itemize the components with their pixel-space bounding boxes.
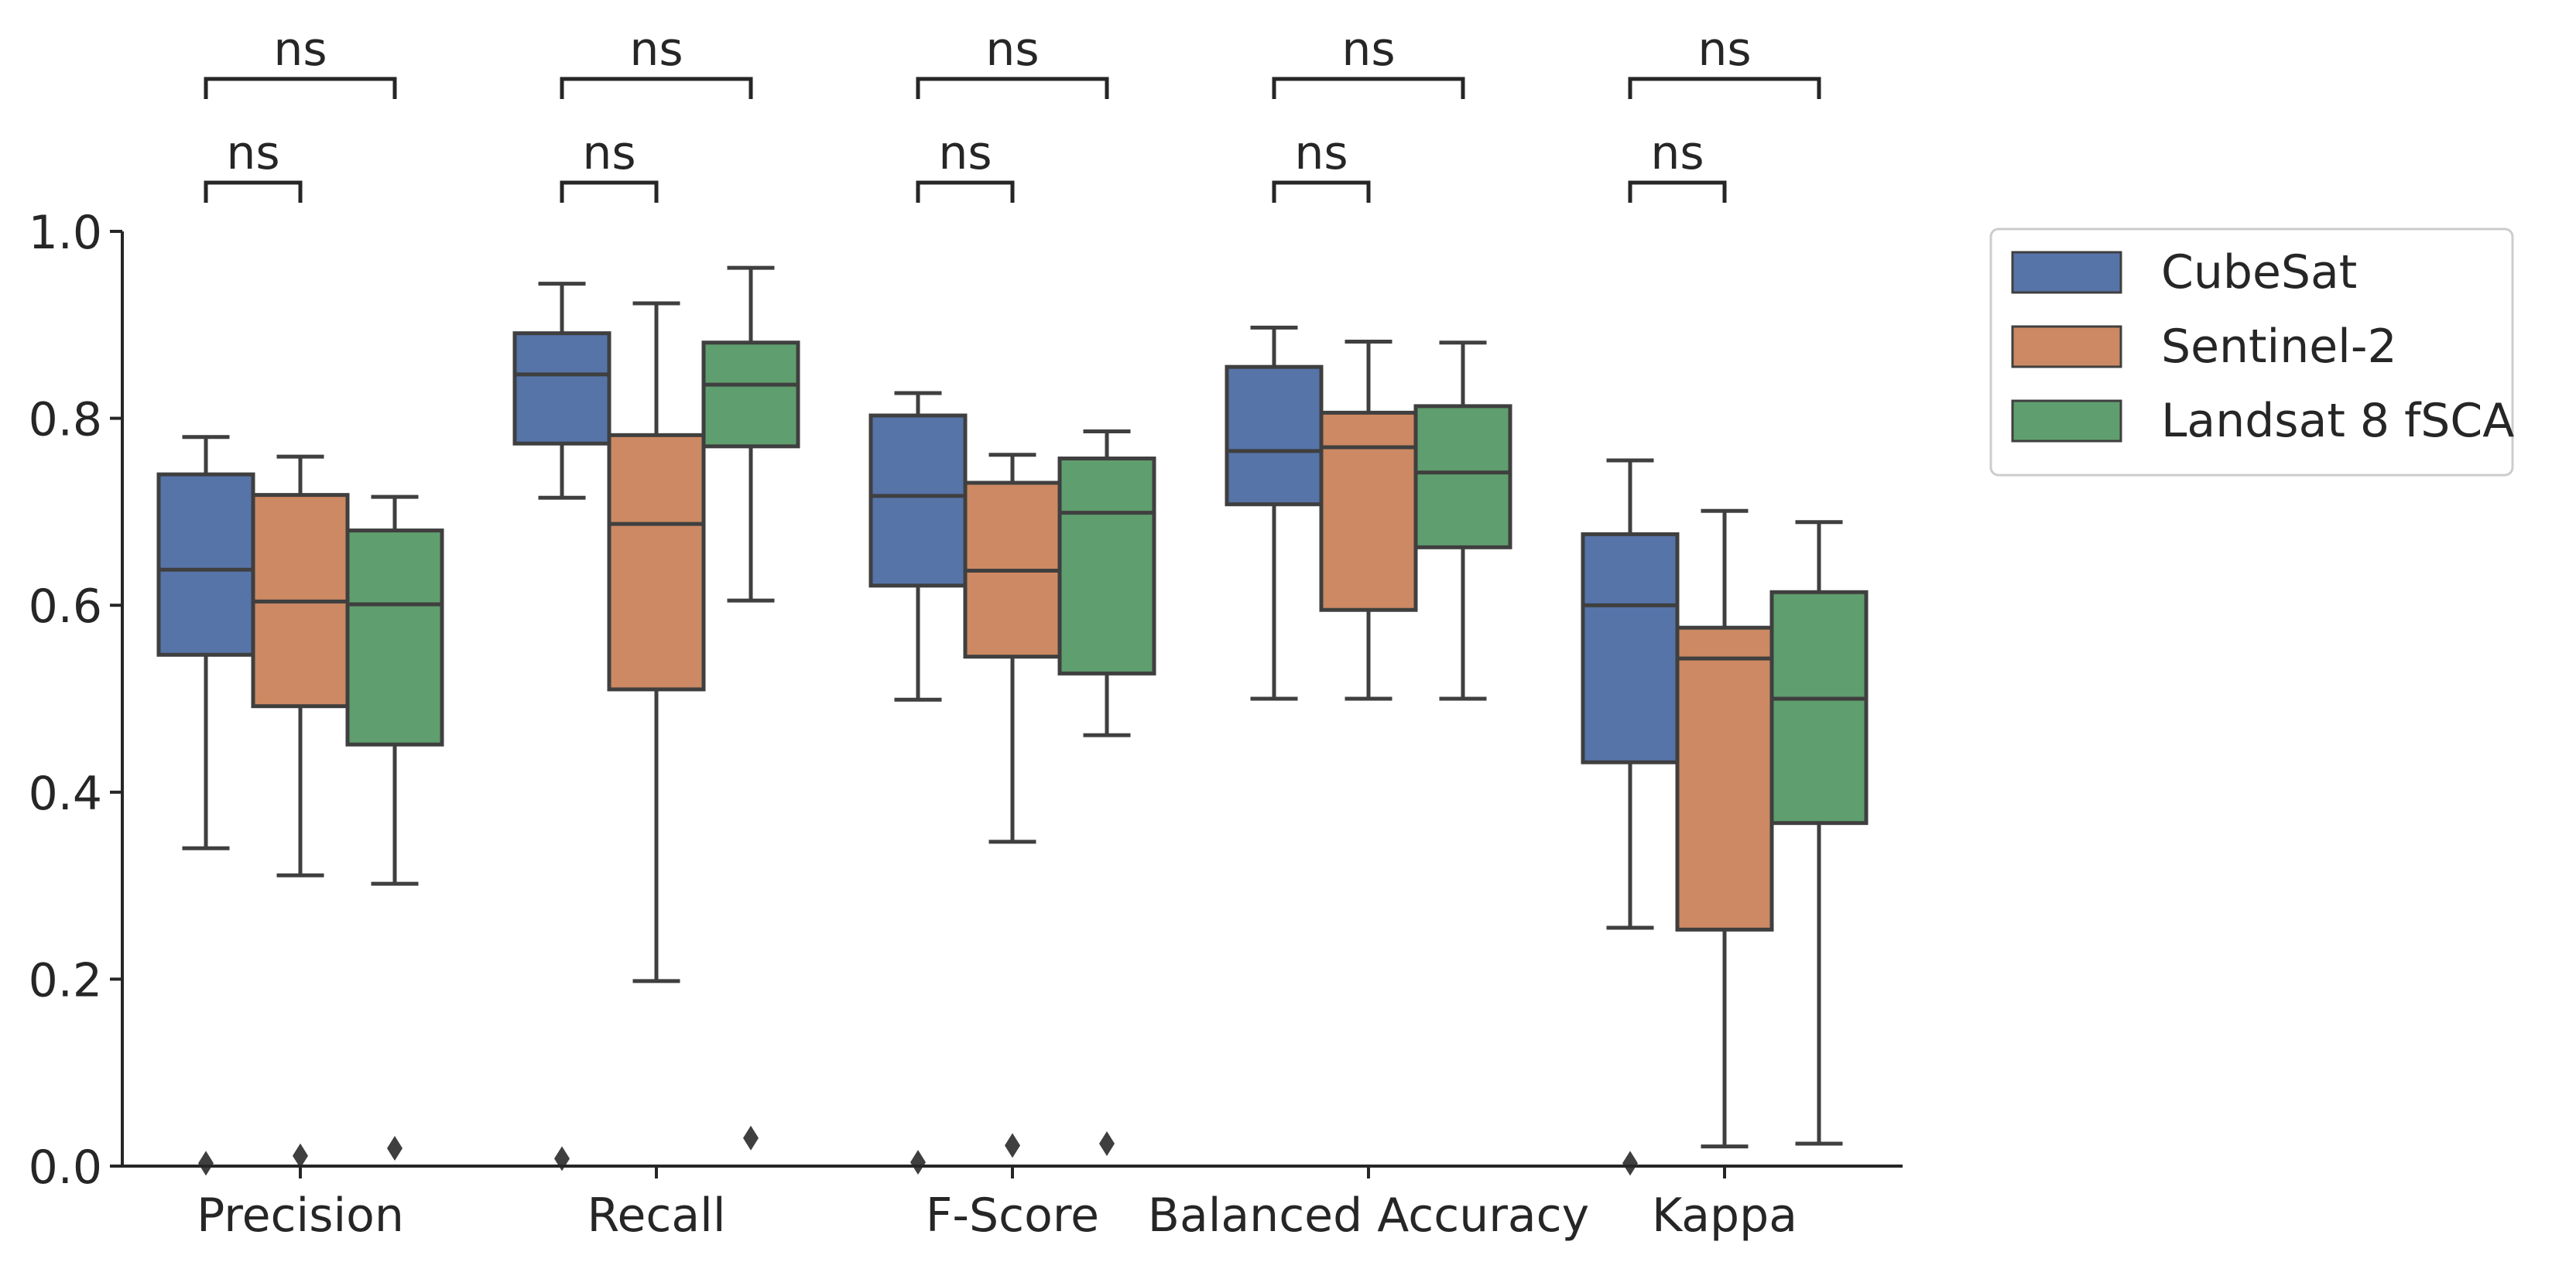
bracket-line [916, 180, 1015, 203]
iqr-box [345, 528, 444, 747]
significance-label: ns [226, 126, 279, 180]
bracket-line [916, 77, 1109, 99]
significance-label: ns [273, 22, 327, 77]
outlier-point [743, 1125, 759, 1151]
outlier-point [198, 1151, 214, 1176]
iqr-box [156, 472, 255, 657]
legend-swatch-landsat-8-fsca [2011, 399, 2122, 443]
significance-bracket-f-score-1: ns [916, 126, 1015, 203]
box-sentinel-2-precision [251, 454, 350, 1168]
significance-annotations: ns ns ns ns ns ns ns ns ns ns [204, 22, 1821, 203]
iqr-box [512, 331, 611, 446]
bracket-line [1272, 77, 1465, 99]
box-sentinel-2-balanced-accuracy [1319, 340, 1418, 701]
legend-swatch-sentinel-2 [2011, 325, 2122, 368]
outlier-point [910, 1150, 926, 1175]
outlier-point [1622, 1151, 1638, 1176]
box-landsat-8-fsca-balanced-accuracy [1413, 340, 1512, 701]
significance-label: ns [582, 126, 635, 180]
bracket-line [204, 180, 303, 203]
box-cubesat-precision [156, 435, 255, 1176]
box-landsat-8-fsca-precision [345, 494, 444, 1161]
significance-bracket-kappa-2: ns [1628, 22, 1821, 99]
x-tick-label-kappa: Kappa [1652, 1189, 1797, 1243]
significance-label: ns [985, 22, 1039, 77]
significance-label: ns [938, 126, 992, 180]
significance-bracket-recall-2: ns [560, 22, 753, 99]
legend-label-sentinel-2: Sentinel-2 [2161, 320, 2397, 374]
box-sentinel-2-kappa [1675, 508, 1774, 1149]
y-tick-label: 0.8 [29, 393, 102, 447]
iqr-box [1225, 364, 1324, 507]
legend-swatch-cubesat [2011, 251, 2122, 294]
bracket-line [1628, 77, 1821, 99]
x-tick-label-balanced-accuracy: Balanced Accuracy [1148, 1189, 1589, 1243]
outlier-point [1099, 1131, 1115, 1157]
box-sentinel-2-f-score [963, 453, 1062, 1158]
iqr-box [1581, 532, 1680, 764]
significance-label: ns [629, 22, 683, 77]
significance-bracket-precision-2: ns [204, 22, 397, 99]
legend-label-cubesat: CubeSat [2161, 245, 2357, 299]
y-tick-label: 0.0 [29, 1141, 102, 1195]
plot-area [156, 265, 1869, 1176]
significance-bracket-precision-1: ns [204, 126, 303, 203]
x-axis: Precision Recall F-Score Balanced Accuracy K… [122, 1165, 1903, 1243]
iqr-box [1057, 457, 1156, 676]
significance-bracket-kappa-1: ns [1628, 126, 1727, 203]
box-cubesat-kappa [1581, 458, 1680, 1176]
bracket-line [1272, 180, 1371, 203]
significance-bracket-f-score-2: ns [916, 22, 1109, 99]
significance-label: ns [1697, 22, 1751, 77]
outlier-point [293, 1143, 308, 1168]
box-landsat-8-fsca-f-score [1057, 429, 1156, 1157]
x-tick-label-f-score: F-Score [926, 1189, 1099, 1243]
bracket-line [1628, 180, 1727, 203]
box-cubesat-f-score [868, 391, 968, 1175]
significance-bracket-recall-1: ns [560, 126, 659, 203]
iqr-box [607, 433, 706, 692]
iqr-box [1769, 590, 1869, 826]
x-tick-label-precision: Precision [197, 1189, 404, 1243]
y-axis: 0.0 0.2 0.4 0.6 0.8 1.0 [29, 206, 124, 1195]
iqr-box [868, 413, 968, 588]
significance-bracket-balanced-accuracy-1: ns [1272, 126, 1371, 203]
box-landsat-8-fsca-kappa [1769, 520, 1869, 1146]
significance-label: ns [1294, 126, 1348, 180]
outlier-point [387, 1136, 402, 1161]
iqr-box [1413, 404, 1512, 549]
y-tick-label: 1.0 [29, 206, 102, 260]
box-cubesat-recall [512, 282, 611, 1172]
significance-bracket-balanced-accuracy-2: ns [1272, 22, 1465, 99]
x-tick-label-recall: Recall [587, 1189, 725, 1243]
box-cubesat-balanced-accuracy [1225, 325, 1324, 701]
iqr-box [1675, 625, 1774, 932]
bracket-line [204, 77, 397, 99]
legend: CubeSat Sentinel-2 Landsat 8 fSCA [1989, 227, 2514, 477]
iqr-box [701, 340, 800, 449]
legend-label-landsat-8-fsca: Landsat 8 fSCA [2161, 394, 2514, 448]
y-tick-label: 0.6 [29, 580, 102, 634]
y-tick-label: 0.2 [29, 953, 102, 1007]
box-landsat-8-fsca-recall [701, 265, 800, 1151]
y-tick-label: 0.4 [29, 767, 102, 821]
bracket-line [560, 77, 753, 99]
significance-label: ns [1341, 22, 1395, 77]
box-sentinel-2-recall [607, 301, 706, 983]
outlier-point [1005, 1133, 1020, 1158]
significance-label: ns [1650, 126, 1704, 180]
bracket-line [560, 180, 659, 203]
iqr-box [1319, 410, 1418, 612]
